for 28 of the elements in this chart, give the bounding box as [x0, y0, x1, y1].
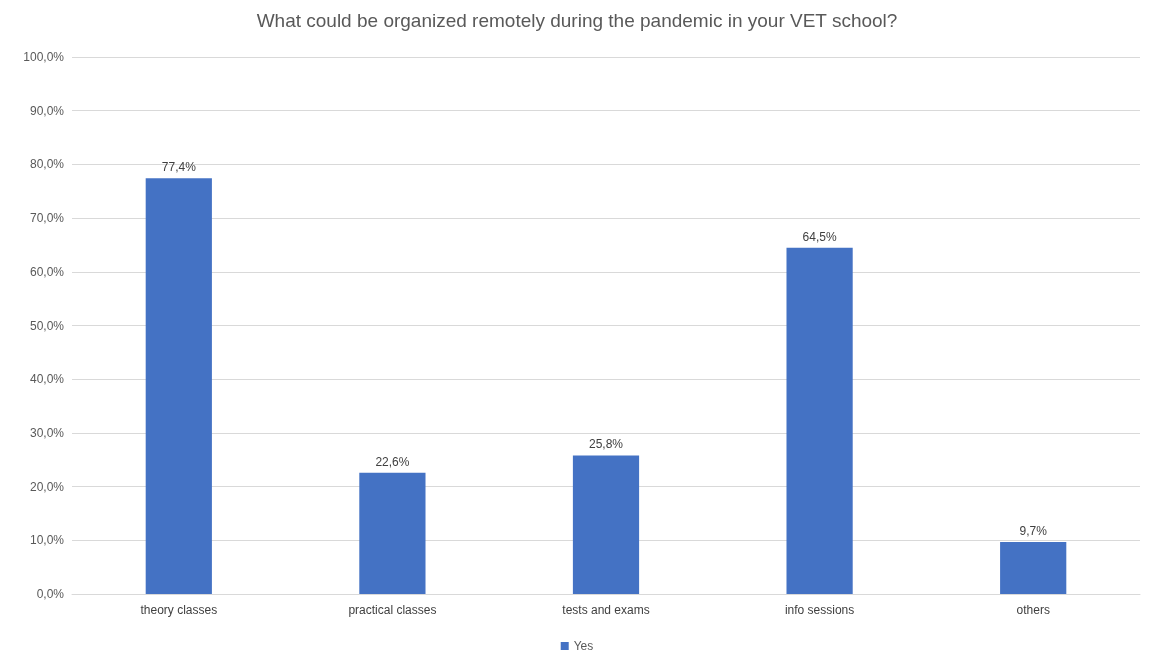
x-tick-label: theory classes	[140, 603, 218, 617]
bar	[359, 472, 426, 594]
y-tick-label: 80,0%	[29, 157, 65, 172]
bar	[786, 247, 853, 594]
x-tick-label: tests and exams	[562, 603, 650, 617]
y-tick-label: 70,0%	[29, 211, 65, 226]
bar	[145, 178, 212, 594]
data-label: 77,4%	[161, 160, 197, 175]
y-tick-label: 100,0%	[23, 50, 65, 64]
data-label: 64,5%	[802, 229, 837, 244]
y-tick-label: 50,0%	[29, 318, 65, 333]
y-tick-label: 30,0%	[29, 425, 65, 440]
y-tick-label: 90,0%	[29, 103, 65, 118]
data-label: 25,8%	[588, 437, 624, 452]
y-tick-label: 20,0%	[29, 479, 65, 494]
x-tick-label: practical classes	[348, 603, 437, 617]
bar	[572, 455, 640, 594]
data-label: 22,6%	[375, 454, 410, 469]
x-tick-label: info sessions	[784, 603, 855, 617]
bar	[1000, 541, 1067, 594]
data-label: 9,7%	[1019, 523, 1048, 538]
y-tick-label: 10,0%	[29, 533, 65, 548]
y-tick-label: 60,0%	[29, 264, 65, 279]
chart-title: What could be organized remotely during the pandemic in your VET school?	[256, 10, 898, 31]
y-tick-label: 0,0%	[36, 587, 65, 601]
x-tick-label: others	[1016, 603, 1050, 617]
y-tick-label: 40,0%	[29, 372, 65, 387]
legend-label: Yes	[573, 639, 594, 653]
